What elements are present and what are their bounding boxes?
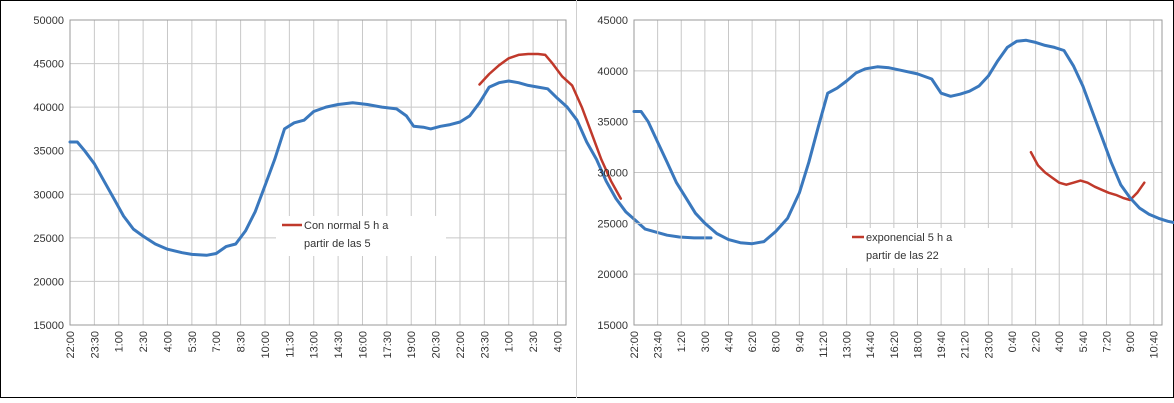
legend-label: exponencial 5 h a (866, 232, 953, 244)
x-tick-label: 14:30 (333, 331, 345, 359)
x-tick-label: 19:40 (936, 331, 948, 359)
x-tick-label: 4:40 (723, 331, 735, 352)
x-tick-label: 21:20 (960, 331, 972, 359)
x-tick-label: 5:40 (1078, 331, 1090, 352)
x-tick-label: 19:00 (406, 331, 418, 359)
x-tick-label: 1:00 (114, 331, 126, 352)
x-tick-label: 1:00 (504, 331, 516, 352)
x-tick-label: 11:30 (284, 331, 296, 358)
left-chart: 50000 45000 40000 35000 30000 25000 20000 15000… (33, 15, 713, 359)
y-tick-label: 45000 (597, 15, 628, 27)
y-tick-label: 45000 (33, 59, 64, 71)
x-tick-label: 4:00 (162, 331, 174, 352)
x-tick-label: 9:40 (794, 331, 806, 352)
x-tick-label: 4:00 (552, 331, 564, 352)
y-tick-label: 35000 (33, 146, 64, 158)
legend-label: Con normal 5 h a (304, 220, 389, 232)
x-tick-label: 23:30 (89, 331, 101, 359)
x-tick-label: 2:20 (1031, 331, 1043, 352)
y-tick-label: 25000 (33, 233, 64, 245)
x-tick-label: 9:00 (1125, 331, 1137, 352)
right-chart: 45000 40000 35000 30000 25000 20000 1500022:00… (597, 15, 1174, 359)
x-tick-label: 22:00 (65, 331, 77, 359)
x-tick-label: 2:30 (138, 331, 150, 352)
x-tick-label: 1:20 (676, 331, 688, 352)
x-tick-label: 11:20 (818, 331, 830, 358)
x-tick-label: 18:00 (912, 331, 924, 359)
legend-background (276, 216, 446, 256)
x-tick-label: 23:40 (653, 331, 665, 359)
y-tick-label: 30000 (33, 189, 64, 201)
x-tick-label: 17:30 (382, 331, 394, 359)
plot-area-frame (69, 19, 567, 326)
x-tick-label: 14:40 (865, 331, 877, 359)
x-tick-label: 23:30 (479, 331, 491, 359)
legend-background (846, 228, 1016, 268)
legend-label: partir de las 22 (866, 250, 939, 262)
y-tick-label: 15000 (33, 320, 64, 332)
y-tick-label: 35000 (597, 117, 628, 129)
x-tick-label: 20:30 (431, 331, 443, 359)
x-tick-label: 22:00 (455, 331, 467, 359)
x-tick-label: 4:00 (1054, 331, 1066, 352)
x-tick-label: 13:00 (309, 331, 321, 359)
x-tick-label: 22:00 (629, 331, 641, 359)
y-tick-label: 20000 (33, 276, 64, 288)
x-tick-label: 7:20 (1101, 331, 1113, 352)
x-tick-label: 16:20 (889, 331, 901, 359)
x-tick-label: 3:00 (700, 331, 712, 352)
x-tick-label: 8:00 (771, 331, 783, 352)
x-tick-label: 0:40 (1007, 331, 1019, 352)
x-tick-label: 10:40 (1149, 331, 1161, 359)
y-tick-label: 15000 (597, 320, 628, 332)
y-tick-label: 50000 (33, 15, 64, 27)
x-tick-label: 16:00 (357, 331, 369, 359)
series-line-red (478, 52, 623, 200)
y-tick-label: 40000 (33, 102, 64, 114)
legend: Con normal 5 h a partir de las 5 (276, 216, 446, 256)
plot-area-frame (633, 19, 1163, 326)
y-tick-label: 25000 (597, 218, 628, 230)
x-tick-label: 23:00 (983, 331, 995, 359)
x-tick-label: 6:20 (747, 331, 759, 352)
y-tick-label: 40000 (597, 66, 628, 78)
series-line-blue (632, 38, 1174, 246)
legend: exponencial 5 h a partir de las 22 (846, 228, 1016, 268)
series-line-red (1029, 150, 1146, 202)
y-tick-label: 20000 (597, 269, 628, 281)
x-tick-label: 5:30 (187, 331, 199, 352)
x-tick-label: 10:00 (260, 331, 272, 359)
x-tick-label: 7:00 (211, 331, 223, 352)
x-tick-label: 13:00 (842, 331, 854, 359)
x-tick-label: 2:30 (528, 331, 540, 352)
legend-label: partir de las 5 (304, 238, 371, 250)
series-line-blue (68, 79, 713, 257)
y-tick-label: 30000 (597, 168, 628, 180)
x-tick-label: 8:30 (236, 331, 248, 352)
